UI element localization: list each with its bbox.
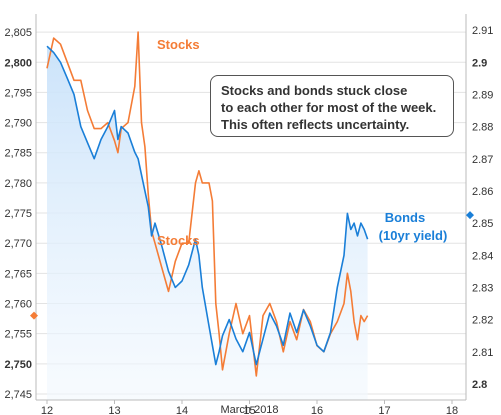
right-tick-label: 2.91	[472, 25, 493, 37]
right-tick-label: 2.9	[472, 57, 487, 69]
x-tick-label: 12	[41, 405, 53, 415]
left-tick-label: 2,765	[4, 268, 32, 280]
left-tick-label: 2,770	[4, 238, 32, 250]
right-axis-ticks: 2.91 2.9 2.89 2.88 2.87 2.86 2.85 2.84 2.83 2.82 2…	[472, 25, 493, 391]
stocks-series-label: Stocks	[157, 37, 200, 52]
bonds-marker-icon	[466, 211, 474, 220]
bonds-series-label: Bonds	[385, 210, 425, 225]
bonds-area-fill	[47, 46, 368, 400]
left-axis-ticks: 2,805 2,800 2,795 2,790 2,785 2,780 2,775 2,770…	[4, 27, 32, 401]
x-tick-label: 17	[378, 405, 390, 415]
right-tick-label: 2.82	[472, 315, 493, 327]
right-tick-label: 2.81	[472, 347, 493, 359]
left-tick-label: 2,795	[4, 87, 32, 99]
right-tick-label: 2.87	[472, 154, 493, 166]
annotation-line-1: Stocks and bonds stuck close	[221, 83, 408, 98]
x-tick-label: 18	[446, 405, 458, 415]
right-tick-label: 2.8	[472, 379, 487, 391]
right-tick-label: 2.84	[472, 250, 493, 262]
left-tick-label: 2,790	[4, 118, 32, 130]
bonds-series-line	[46, 45, 369, 366]
left-tick-label: 2,750	[4, 359, 32, 371]
right-tick-label: 2.85	[472, 218, 493, 230]
x-tick-label: 13	[108, 405, 120, 415]
annotation-line-2: to each other for most of the week.	[221, 100, 437, 115]
left-tick-label: 2,805	[4, 27, 32, 39]
left-tick-label: 2,760	[4, 299, 32, 311]
annotation-line-3: This often reflects uncertainty.	[221, 117, 410, 132]
right-tick-label: 2.83	[472, 282, 493, 294]
right-tick-label: 2.86	[472, 186, 493, 198]
left-tick-label: 2,745	[4, 389, 32, 401]
x-axis-ticks: 1213141516171820	[41, 400, 458, 415]
stocks-marker-icon	[30, 311, 38, 320]
x-tick-label: 16	[311, 405, 323, 415]
x-axis-title: March 2018	[220, 404, 278, 415]
annotation-box: Stocks and bonds stuck close to each oth…	[210, 75, 454, 137]
bonds-series-sublabel: (10yr yield)	[379, 228, 448, 243]
right-tick-label: 2.89	[472, 89, 493, 101]
left-tick-label: 2,785	[4, 148, 32, 160]
left-tick-label: 2,775	[4, 208, 32, 220]
x-tick-label: 15	[243, 405, 255, 415]
right-tick-label: 2.88	[472, 122, 493, 134]
left-tick-label: 2,755	[4, 329, 32, 341]
x-tick-label: 14	[176, 405, 188, 415]
stocks-series-label-lower: Stocks	[157, 233, 200, 248]
left-tick-label: 2,780	[4, 178, 32, 190]
left-tick-label: 2,800	[4, 57, 32, 69]
